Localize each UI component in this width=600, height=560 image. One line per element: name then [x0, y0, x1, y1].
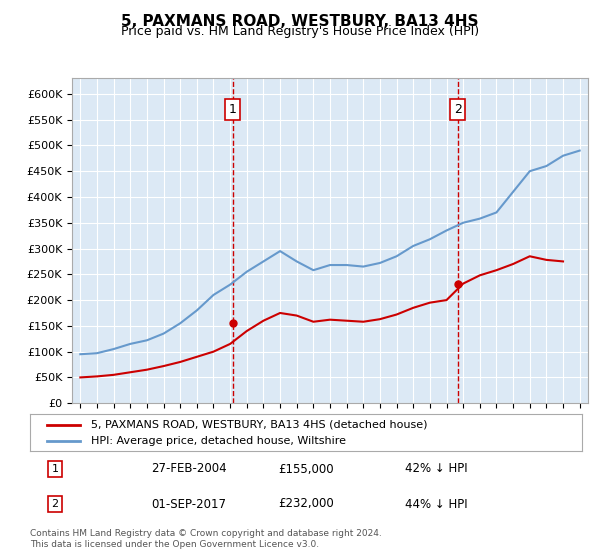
Text: 01-SEP-2017: 01-SEP-2017 — [151, 497, 226, 511]
Text: 5, PAXMANS ROAD, WESTBURY, BA13 4HS (detached house): 5, PAXMANS ROAD, WESTBURY, BA13 4HS (det… — [91, 419, 427, 430]
Text: 1: 1 — [229, 103, 236, 116]
Text: 1: 1 — [52, 464, 58, 474]
Text: £155,000: £155,000 — [278, 463, 334, 475]
Text: HPI: Average price, detached house, Wiltshire: HPI: Average price, detached house, Wilt… — [91, 436, 346, 446]
Text: 2: 2 — [51, 499, 58, 509]
Text: Price paid vs. HM Land Registry's House Price Index (HPI): Price paid vs. HM Land Registry's House … — [121, 25, 479, 38]
Text: 44% ↓ HPI: 44% ↓ HPI — [406, 497, 468, 511]
Text: 2: 2 — [454, 103, 461, 116]
Text: Contains HM Land Registry data © Crown copyright and database right 2024.
This d: Contains HM Land Registry data © Crown c… — [30, 529, 382, 549]
Text: 5, PAXMANS ROAD, WESTBURY, BA13 4HS: 5, PAXMANS ROAD, WESTBURY, BA13 4HS — [121, 14, 479, 29]
Text: 27-FEB-2004: 27-FEB-2004 — [151, 463, 227, 475]
Text: 42% ↓ HPI: 42% ↓ HPI — [406, 463, 468, 475]
Text: £232,000: £232,000 — [278, 497, 334, 511]
